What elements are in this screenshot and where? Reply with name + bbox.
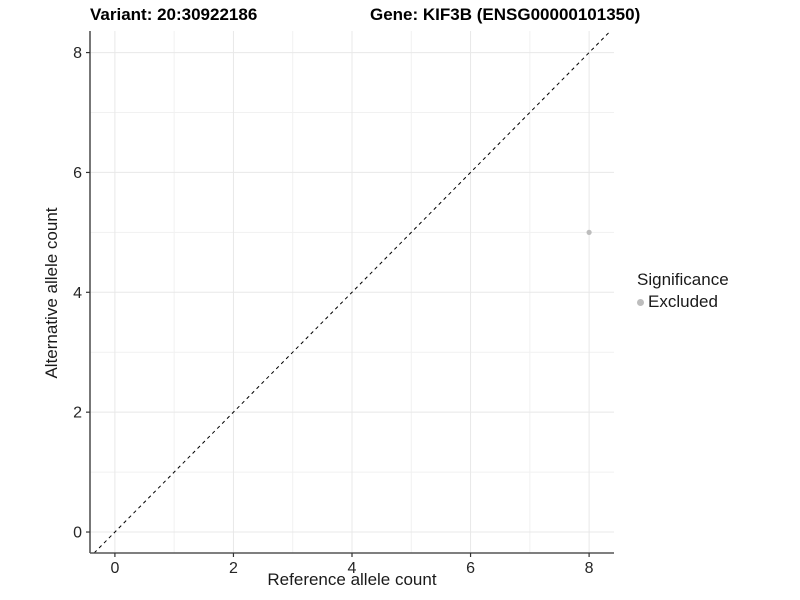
gene-title: Gene: KIF3B (ENSG00000101350) <box>370 5 641 24</box>
legend: Significance Excluded <box>631 270 729 312</box>
data-point <box>586 229 592 235</box>
x-tick-label: 0 <box>110 560 119 577</box>
y-axis-label: Alternative allele count <box>42 207 61 379</box>
legend-title: Significance <box>637 270 729 289</box>
legend-item-excluded: Excluded <box>631 292 729 312</box>
legend-key-dot-icon <box>637 298 644 306</box>
y-tick-label: 8 <box>73 45 82 62</box>
y-tick-label: 4 <box>73 285 82 302</box>
x-tick-label: 8 <box>585 560 594 577</box>
y-tick-label: 6 <box>73 165 82 182</box>
legend-item-label: Excluded <box>648 292 718 311</box>
y-tick-label: 2 <box>73 405 82 422</box>
x-axis-label: Reference allele count <box>267 570 437 589</box>
identity-dashed-line <box>93 30 611 554</box>
x-tick-label: 4 <box>348 560 357 577</box>
y-tick-label: 0 <box>73 525 82 542</box>
x-tick-label: 2 <box>229 560 238 577</box>
variant-title: Variant: 20:30922186 <box>90 5 258 24</box>
x-tick-label: 6 <box>466 560 475 577</box>
